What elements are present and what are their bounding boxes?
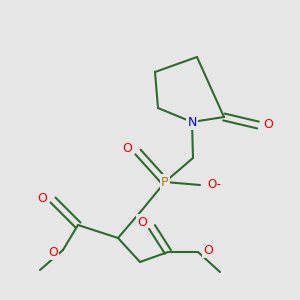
Text: O: O [37,191,47,205]
Text: O: O [122,142,132,154]
Text: O: O [263,118,273,131]
Text: O: O [48,245,58,259]
Text: O: O [203,244,213,256]
Text: O: O [137,215,147,229]
Text: N: N [187,116,197,128]
Text: P: P [161,176,169,188]
Text: O-: O- [207,178,221,191]
